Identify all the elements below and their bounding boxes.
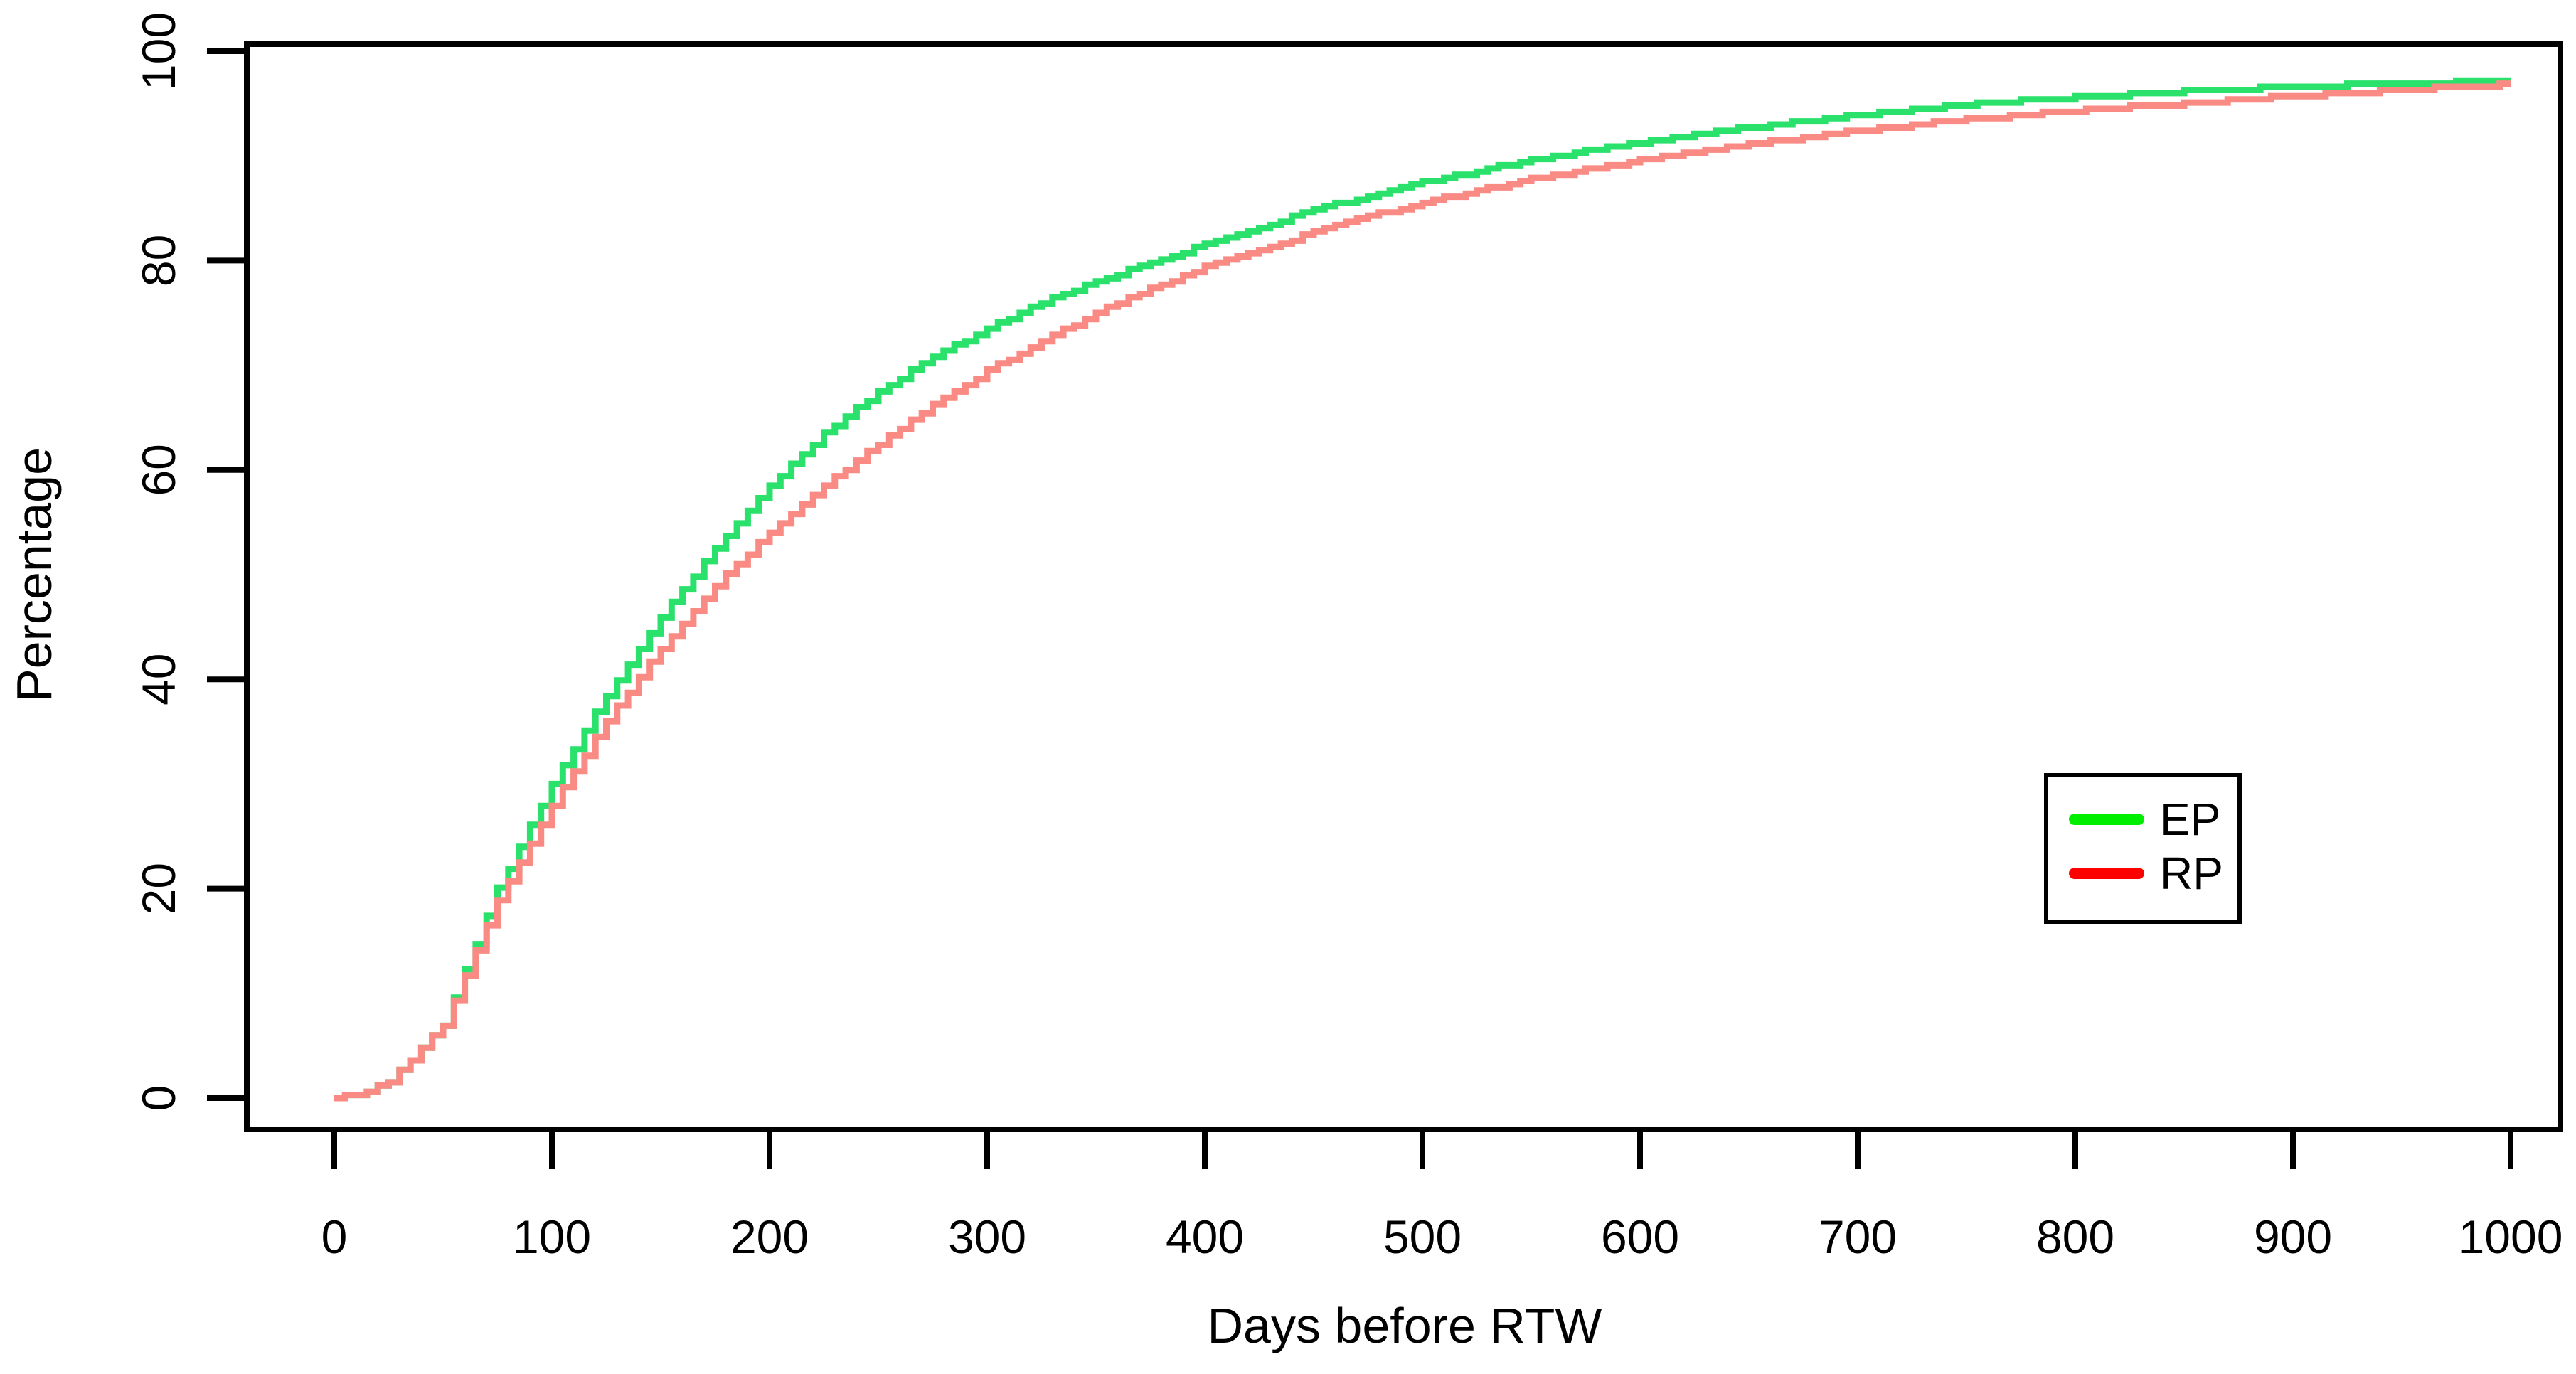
x-tick-label: 700 [1819, 1210, 1897, 1263]
y-axis: 0 20 40 60 80 100 [132, 12, 247, 1111]
legend: EP RP [2044, 773, 2242, 924]
x-tick-label: 500 [1383, 1210, 1462, 1263]
rp-curve [334, 80, 2511, 1102]
x-axis-title: Days before RTW [1208, 1298, 1602, 1353]
x-tick-label: 600 [1601, 1210, 1679, 1263]
y-tick-label: 60 [132, 444, 185, 496]
x-tick-label: 800 [2036, 1210, 2114, 1263]
x-tick-label: 200 [730, 1210, 809, 1263]
x-axis: 0 100 200 300 400 500 600 700 800 900 1000 [321, 1129, 2563, 1263]
y-tick-label: 40 [132, 653, 185, 705]
x-tick-label: 1000 [2459, 1210, 2563, 1263]
y-tick-label: 0 [132, 1085, 185, 1112]
legend-rp-label: RP [2160, 848, 2223, 899]
ep-curve [334, 77, 2511, 1102]
y-tick-label: 80 [132, 235, 185, 287]
series-group [334, 77, 2511, 1102]
legend-box [2044, 773, 2242, 924]
y-tick-label: 20 [132, 863, 185, 915]
x-tick-label: 400 [1166, 1210, 1244, 1263]
x-tick-label: 900 [2254, 1210, 2332, 1263]
legend-ep-label: EP [2160, 794, 2220, 845]
x-tick-label: 0 [321, 1210, 348, 1263]
x-tick-label: 300 [948, 1210, 1026, 1263]
y-tick-label: 100 [132, 12, 185, 90]
x-tick-label: 100 [513, 1210, 591, 1263]
y-axis-title: Percentage [6, 447, 62, 702]
plot-border [244, 41, 2563, 1132]
